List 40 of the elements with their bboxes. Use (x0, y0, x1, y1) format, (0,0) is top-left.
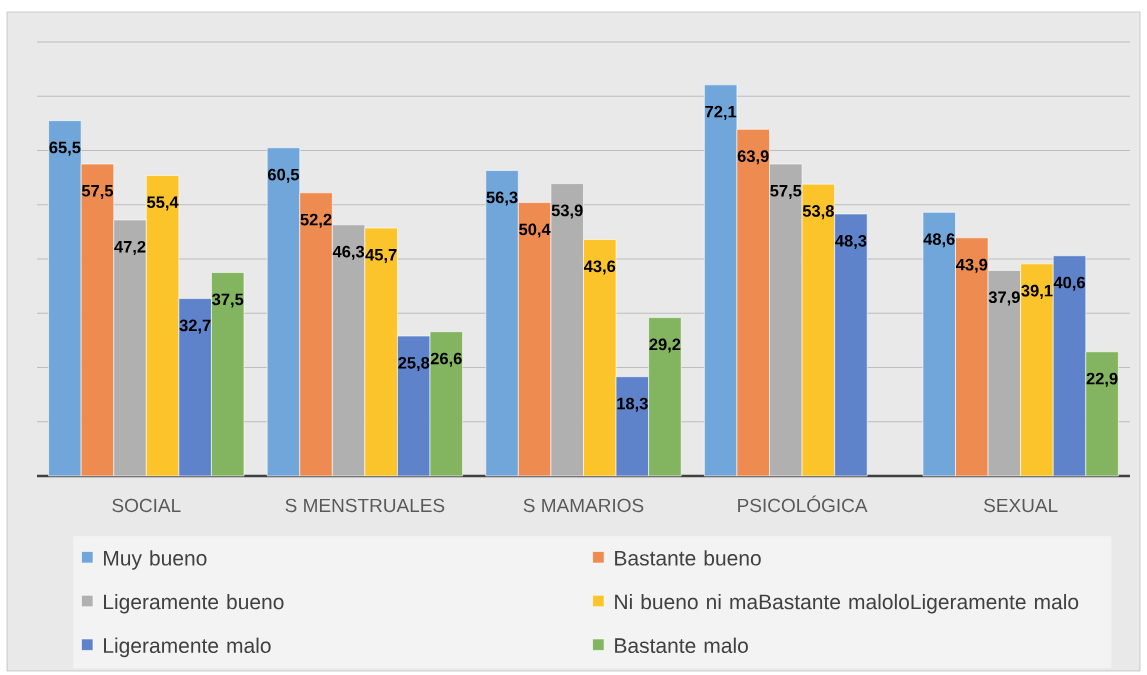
data-label: 60,5 (268, 168, 300, 183)
data-label: 65,5 (49, 141, 81, 156)
data-label: 40,6 (1053, 276, 1085, 291)
legend-label: Ligeramente malo (104, 637, 271, 658)
data-label: 63,9 (737, 150, 769, 165)
data-label: 18,3 (617, 397, 648, 412)
data-label: 52,2 (300, 213, 332, 228)
x-tick-label: SOCIAL (112, 498, 181, 513)
data-label: 39,1 (1021, 284, 1053, 299)
data-label: 45,7 (365, 249, 397, 264)
data-label: 46,3 (332, 245, 365, 260)
data-label: 32,7 (179, 319, 211, 334)
x-tick-label: PSICOLÓGICA (738, 495, 868, 513)
x-tick-label: S MENSTRUALES (285, 498, 445, 513)
legend-label: Ligeramente bueno (104, 593, 284, 614)
legend-label: Ni bueno ni maBastante maloloLigeramente malo (615, 593, 1079, 614)
data-label: 37,5 (212, 293, 244, 308)
data-label: 22,9 (1086, 372, 1118, 387)
data-label: 53,8 (802, 205, 834, 220)
data-label: 56,3 (486, 191, 518, 206)
data-label: 25,8 (398, 356, 430, 372)
legend-label: Bastante malo (615, 637, 748, 654)
data-label: 43,6 (583, 260, 616, 275)
data-label: 29,2 (649, 338, 681, 353)
legend-label: Muy bueno (104, 550, 207, 570)
data-label: 37,9 (988, 291, 1020, 306)
data-label: 50,4 (519, 223, 551, 238)
data-label: 57,5 (770, 185, 802, 199)
legend-label: Bastante bueno (615, 550, 761, 566)
data-label: 47,2 (114, 240, 146, 255)
x-tick-label: SEXUAL (984, 498, 1058, 513)
data-label: 72,1 (705, 105, 737, 120)
data-label: 57,5 (81, 185, 114, 199)
data-label: 26,6 (430, 352, 462, 367)
data-label: 48,3 (835, 234, 867, 249)
data-label: 53,9 (551, 204, 583, 219)
data-label: 48,6 (923, 233, 955, 248)
data-label: 55,4 (147, 196, 179, 211)
data-label: 43,9 (955, 258, 988, 273)
x-tick-label: S MAMARIOS (523, 498, 644, 513)
